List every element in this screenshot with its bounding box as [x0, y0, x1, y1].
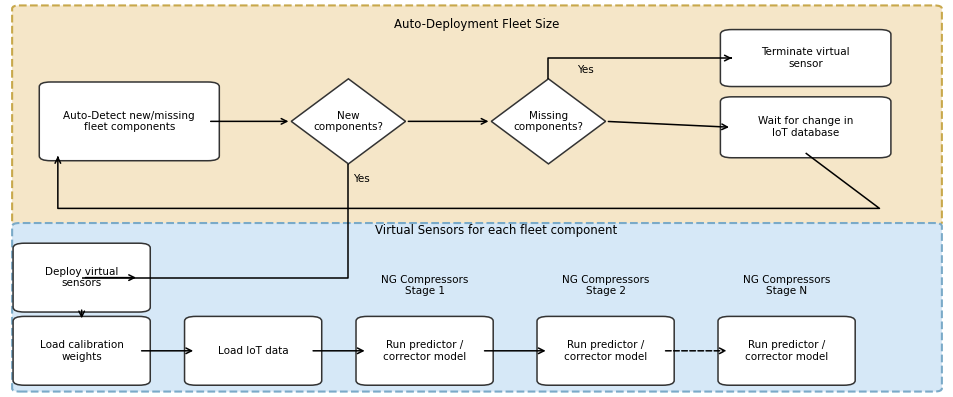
Text: NG Compressors
Stage 1: NG Compressors Stage 1 [380, 275, 468, 296]
FancyBboxPatch shape [184, 316, 321, 385]
Text: Deploy virtual
sensors: Deploy virtual sensors [45, 267, 118, 289]
Text: Virtual Sensors for each fleet component: Virtual Sensors for each fleet component [375, 224, 617, 237]
Text: Missing
components?: Missing components? [513, 110, 583, 132]
Text: New
components?: New components? [314, 110, 383, 132]
Text: Yes: Yes [577, 65, 593, 75]
Text: Run predictor /
corrector model: Run predictor / corrector model [563, 340, 646, 362]
FancyBboxPatch shape [12, 223, 941, 391]
Polygon shape [291, 79, 405, 164]
FancyBboxPatch shape [537, 316, 674, 385]
Text: Auto-Detect new/missing
fleet components: Auto-Detect new/missing fleet components [64, 110, 195, 132]
Polygon shape [491, 79, 605, 164]
FancyBboxPatch shape [355, 316, 493, 385]
FancyBboxPatch shape [39, 82, 219, 161]
Text: Run predictor /
corrector model: Run predictor / corrector model [382, 340, 466, 362]
Text: Load IoT data: Load IoT data [217, 346, 288, 356]
FancyBboxPatch shape [13, 243, 150, 312]
FancyBboxPatch shape [720, 29, 890, 87]
Text: Terminate virtual
sensor: Terminate virtual sensor [760, 47, 849, 69]
Text: NG Compressors
Stage N: NG Compressors Stage N [742, 275, 829, 296]
Text: NG Compressors
Stage 2: NG Compressors Stage 2 [561, 275, 649, 296]
Text: Wait for change in
IoT database: Wait for change in IoT database [758, 116, 852, 138]
FancyBboxPatch shape [12, 6, 941, 225]
Text: Run predictor /
corrector model: Run predictor / corrector model [744, 340, 827, 362]
Text: Auto-Deployment Fleet Size: Auto-Deployment Fleet Size [394, 18, 559, 31]
Text: Load calibration
weights: Load calibration weights [40, 340, 124, 362]
FancyBboxPatch shape [720, 97, 890, 158]
FancyBboxPatch shape [13, 316, 150, 385]
FancyBboxPatch shape [718, 316, 854, 385]
Text: Yes: Yes [353, 174, 370, 184]
